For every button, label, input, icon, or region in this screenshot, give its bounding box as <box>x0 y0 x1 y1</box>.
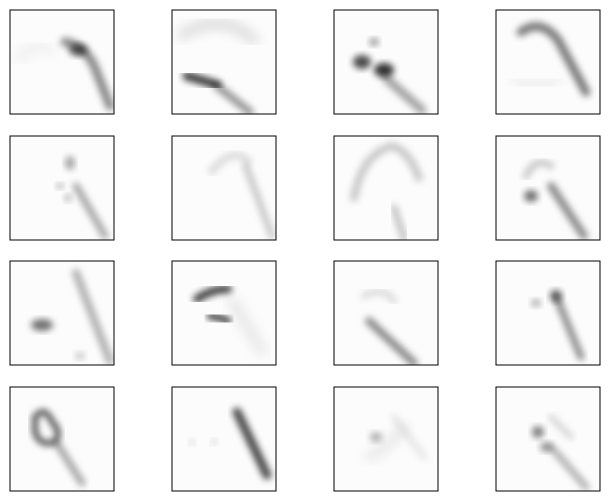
patch <box>171 9 277 115</box>
patch <box>495 260 601 366</box>
patch <box>333 135 439 241</box>
patch <box>171 135 277 241</box>
patch <box>171 260 277 366</box>
patch <box>171 386 277 492</box>
patch <box>495 135 601 241</box>
patch <box>333 260 439 366</box>
patch <box>333 9 439 115</box>
patch <box>9 135 115 241</box>
patch <box>9 386 115 492</box>
patch <box>9 260 115 366</box>
patch <box>333 386 439 492</box>
patch <box>495 386 601 492</box>
patch <box>495 9 601 115</box>
patch <box>9 9 115 115</box>
